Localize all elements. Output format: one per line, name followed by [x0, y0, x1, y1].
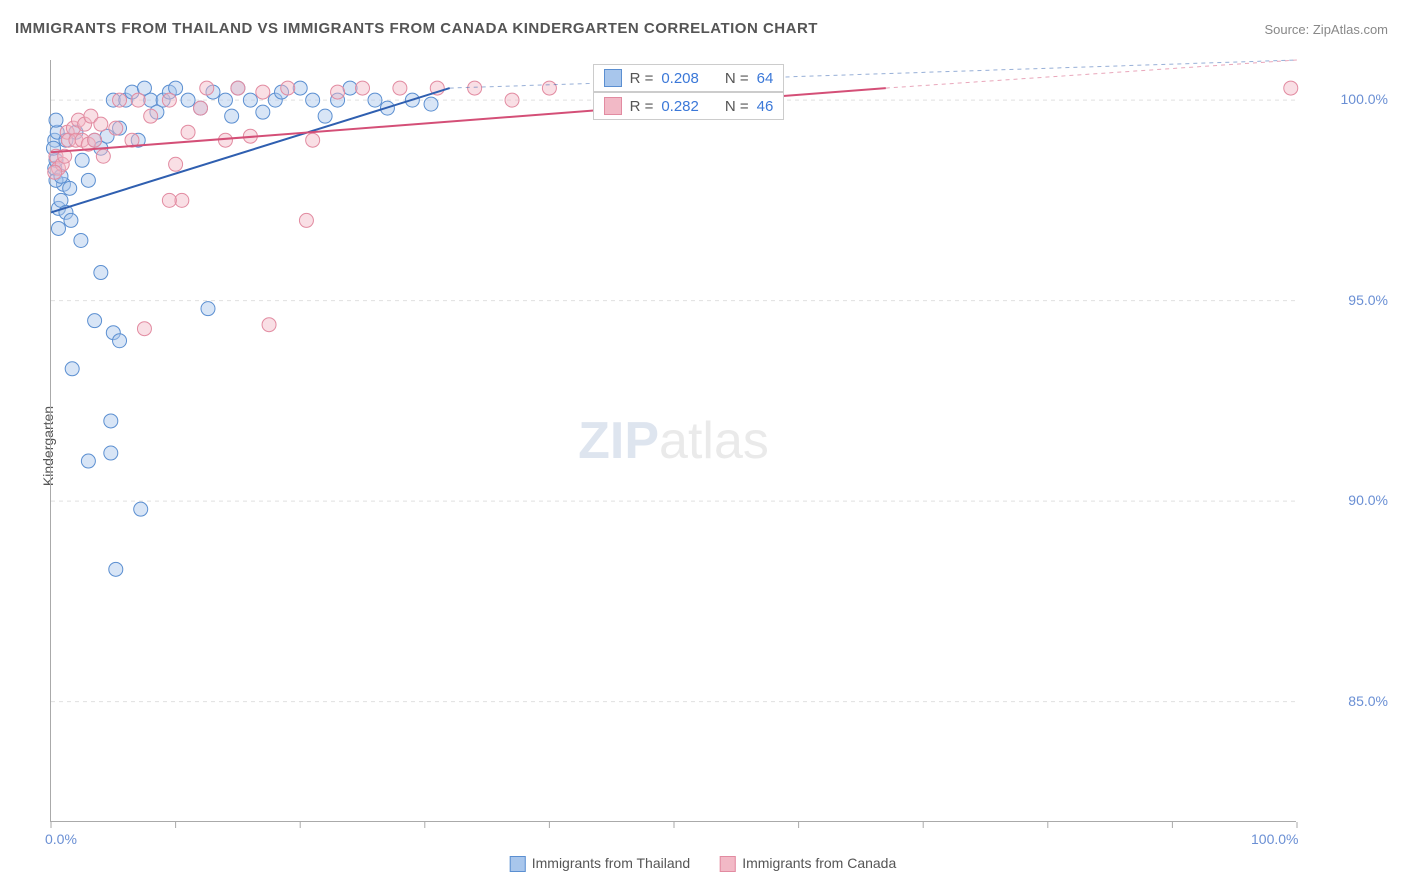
stats-n-value: 46 [757, 98, 774, 115]
marker-canada [169, 157, 183, 171]
marker-thailand [51, 221, 65, 235]
marker-canada [1284, 81, 1298, 95]
marker-thailand [134, 502, 148, 516]
marker-canada [200, 81, 214, 95]
marker-thailand [65, 362, 79, 376]
stats-swatch-icon [604, 69, 622, 87]
marker-thailand [225, 109, 239, 123]
marker-thailand [343, 81, 357, 95]
marker-thailand [64, 213, 78, 227]
marker-thailand [74, 233, 88, 247]
stats-r-label: R = [630, 98, 654, 115]
marker-thailand [218, 93, 232, 107]
marker-canada [88, 133, 102, 147]
plot-area: ZIPatlas R =0.208N =64R =0.282N =46 [50, 60, 1296, 822]
marker-canada [306, 133, 320, 147]
marker-canada [96, 149, 110, 163]
marker-thailand [181, 93, 195, 107]
y-tick-label: 95.0% [1348, 292, 1388, 308]
stats-n-label: N = [725, 98, 749, 115]
stats-r-value: 0.208 [661, 70, 699, 87]
marker-canada [231, 81, 245, 95]
marker-canada [299, 213, 313, 227]
marker-thailand [94, 266, 108, 280]
marker-thailand [88, 314, 102, 328]
marker-canada [137, 322, 151, 336]
legend-item: Immigrants from Thailand [510, 855, 690, 872]
marker-thailand [63, 181, 77, 195]
marker-thailand [293, 81, 307, 95]
y-tick-label: 90.0% [1348, 492, 1388, 508]
legend-swatch-icon [510, 856, 526, 872]
marker-canada [331, 85, 345, 99]
marker-thailand [243, 93, 257, 107]
marker-thailand [424, 97, 438, 111]
marker-thailand [49, 113, 63, 127]
marker-canada [468, 81, 482, 95]
chart-title: IMMIGRANTS FROM THAILAND VS IMMIGRANTS F… [15, 20, 818, 37]
marker-thailand [81, 454, 95, 468]
marker-canada [542, 81, 556, 95]
marker-canada [194, 101, 208, 115]
marker-canada [262, 318, 276, 332]
legend-label: Immigrants from Canada [742, 855, 896, 871]
marker-canada [181, 125, 195, 139]
marker-canada [256, 85, 270, 99]
marker-canada [393, 81, 407, 95]
legend-label: Immigrants from Thailand [532, 855, 690, 871]
marker-thailand [318, 109, 332, 123]
x-tick-label: 0.0% [45, 831, 77, 847]
chart-container: IMMIGRANTS FROM THAILAND VS IMMIGRANTS F… [0, 0, 1406, 892]
stats-n-label: N = [725, 70, 749, 87]
marker-canada [94, 117, 108, 131]
stats-r-value: 0.282 [661, 98, 699, 115]
legend-swatch-icon [720, 856, 736, 872]
marker-canada [109, 121, 123, 135]
marker-canada [113, 93, 127, 107]
y-tick-label: 85.0% [1348, 693, 1388, 709]
marker-thailand [104, 414, 118, 428]
marker-canada [175, 193, 189, 207]
stats-box-thailand: R = 0.208 N = 64 [593, 64, 785, 92]
y-tick-label: 100.0% [1341, 91, 1388, 107]
marker-thailand [81, 173, 95, 187]
stats-box-canada: R = 0.282 N = 46 [593, 92, 785, 120]
source-attribution: Source: ZipAtlas.com [1264, 22, 1388, 37]
marker-thailand [368, 93, 382, 107]
marker-thailand [306, 93, 320, 107]
scatter-svg [51, 60, 1296, 821]
legend-bottom: Immigrants from Thailand Immigrants from … [510, 855, 897, 872]
marker-canada [131, 93, 145, 107]
marker-canada [356, 81, 370, 95]
marker-thailand [256, 105, 270, 119]
marker-canada [162, 193, 176, 207]
marker-thailand [109, 562, 123, 576]
legend-item: Immigrants from Canada [720, 855, 896, 872]
marker-thailand [201, 302, 215, 316]
x-tick-label: 100.0% [1251, 831, 1298, 847]
marker-thailand [104, 446, 118, 460]
marker-thailand [113, 334, 127, 348]
marker-canada [48, 165, 62, 179]
stats-swatch-icon [604, 97, 622, 115]
marker-canada [144, 109, 158, 123]
marker-canada [162, 93, 176, 107]
marker-canada [281, 81, 295, 95]
marker-thailand [75, 153, 89, 167]
stats-r-label: R = [630, 70, 654, 87]
marker-canada [505, 93, 519, 107]
stats-n-value: 64 [757, 70, 774, 87]
